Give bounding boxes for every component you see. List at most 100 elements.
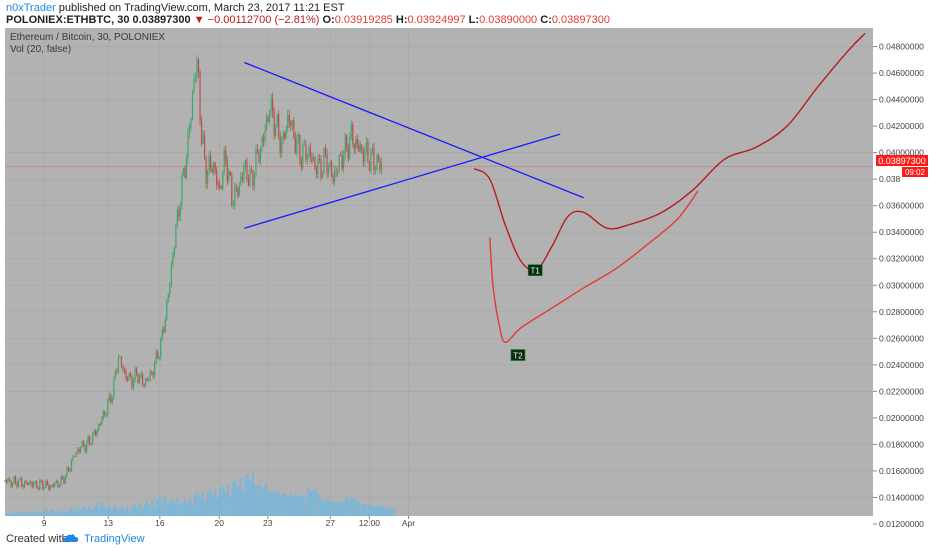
volume-bar: [50, 509, 53, 516]
candle-body: [231, 175, 233, 206]
candle-body: [210, 155, 212, 170]
volume-bar: [377, 506, 381, 516]
price-tag-value: 0.03897300: [878, 156, 926, 166]
volume-bar: [320, 498, 323, 516]
candle-body: [78, 449, 80, 453]
volume-bar: [350, 497, 353, 516]
candle-body: [64, 475, 67, 484]
projection-curves[interactable]: [473, 32, 866, 343]
candle-body: [294, 137, 296, 154]
candle-body: [116, 371, 118, 373]
candle-body: [49, 485, 51, 490]
candle-body: [51, 484, 53, 486]
volume-bar: [254, 485, 257, 516]
plot-area[interactable]: [5, 28, 873, 516]
candle-body: [288, 115, 290, 123]
candle-body: [196, 59, 198, 79]
price-axis-labels: 0.04800000 0.04600000 0.04400000 0.04200000…: [873, 42, 924, 528]
candle-body: [340, 155, 342, 157]
candle-body: [293, 120, 295, 138]
projection-t1: [473, 32, 866, 271]
volume-bar: [68, 510, 71, 516]
candle-body: [27, 482, 29, 485]
volume-bar: [388, 507, 391, 516]
volume-bar: [284, 494, 287, 516]
volume-bar: [362, 503, 365, 516]
candle-body: [34, 480, 36, 483]
chart-header: n0xTrader published on TradingView.com, …: [0, 0, 932, 28]
volume-bar: [330, 501, 333, 516]
volume-bar: [211, 495, 214, 516]
candle-body: [208, 155, 210, 171]
candle-body: [151, 371, 153, 373]
trendlines[interactable]: [244, 61, 584, 229]
volume-bar: [123, 510, 126, 516]
price-chart[interactable]: T1 T2 Ethereum / Bitcoin, 30, POLONIEX Vo…: [0, 0, 932, 528]
volume-bar: [347, 499, 350, 516]
candle-body: [327, 167, 330, 174]
candle-body: [105, 414, 107, 415]
projection-t2: [489, 190, 699, 343]
time-tick-label: 23: [263, 518, 273, 528]
time-axis[interactable]: [0, 516, 873, 528]
candle-body: [152, 371, 154, 376]
candle-body: [267, 117, 269, 122]
candle-body: [187, 132, 189, 160]
volume-bar: [47, 511, 50, 516]
volume-bar: [372, 507, 376, 516]
candle-body: [55, 481, 58, 484]
candle-body: [244, 160, 247, 166]
author-link[interactable]: n0xTrader: [6, 2, 56, 14]
volume-bar: [322, 500, 325, 516]
price-tick-label: 0.03600000: [879, 201, 924, 211]
candle-body: [344, 134, 346, 156]
price-tick-label: 0.02400000: [879, 360, 924, 370]
candle-body: [273, 112, 275, 137]
volume-bar: [161, 502, 164, 516]
candle-body: [141, 373, 144, 384]
price-tick-label: 0.01200000: [879, 519, 924, 528]
volume-bar: [163, 495, 166, 516]
candle-body: [250, 169, 253, 171]
volume-bar: [166, 504, 169, 516]
candle-body: [290, 122, 292, 126]
time-tick-label: 12:00: [359, 518, 381, 528]
tradingview-cloud-icon[interactable]: [62, 532, 80, 544]
last-price: 0.03897300: [132, 14, 191, 26]
candle-body: [24, 481, 26, 487]
ohlc-line: POLONIEX:ETHBTC, 30 0.03897300 ▼ −0.0011…: [6, 14, 610, 26]
price-axis[interactable]: [873, 28, 932, 528]
open-value: 0.03919285: [334, 14, 393, 26]
candle-body: [99, 424, 101, 425]
candle-body: [222, 171, 224, 189]
volume-bar: [360, 505, 363, 516]
target-label-box: [510, 349, 526, 361]
tradingview-brand[interactable]: TradingView: [84, 533, 145, 545]
volume-bar: [15, 513, 18, 516]
candle-body: [8, 479, 11, 482]
candle-body: [45, 481, 47, 488]
candle-body: [255, 149, 257, 175]
volume-bar: [337, 501, 340, 516]
candle-body: [5, 480, 8, 483]
candle-body: [350, 124, 352, 138]
volume-bar: [297, 496, 300, 516]
volume-bar: [57, 510, 61, 516]
volume-bar: [186, 503, 189, 516]
volume-bar: [277, 489, 280, 516]
candle-body: [92, 433, 94, 445]
volume-bar: [83, 505, 86, 516]
candle-body: [143, 383, 145, 386]
volume-bar: [12, 512, 15, 516]
volume-bar: [146, 500, 149, 516]
candle-body: [262, 137, 265, 142]
time-tick-label: Apr: [402, 518, 415, 528]
candle-body: [43, 487, 45, 489]
volume-bar: [75, 507, 78, 516]
volume-bar: [236, 486, 239, 516]
candle-body: [149, 371, 151, 380]
open-label: O:: [322, 14, 335, 26]
candle-body: [111, 397, 113, 404]
volume-bar: [52, 511, 55, 516]
candle-body: [312, 157, 315, 162]
